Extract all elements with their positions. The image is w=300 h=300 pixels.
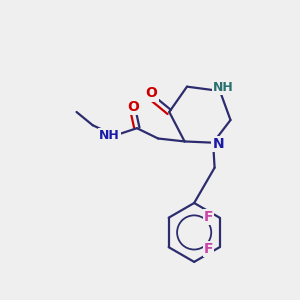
Text: O: O — [146, 86, 158, 100]
Text: NH: NH — [213, 81, 234, 94]
Text: NH: NH — [99, 129, 120, 142]
Text: F: F — [204, 210, 213, 224]
Text: O: O — [128, 100, 139, 114]
Text: N: N — [213, 137, 224, 151]
Text: F: F — [204, 242, 213, 256]
